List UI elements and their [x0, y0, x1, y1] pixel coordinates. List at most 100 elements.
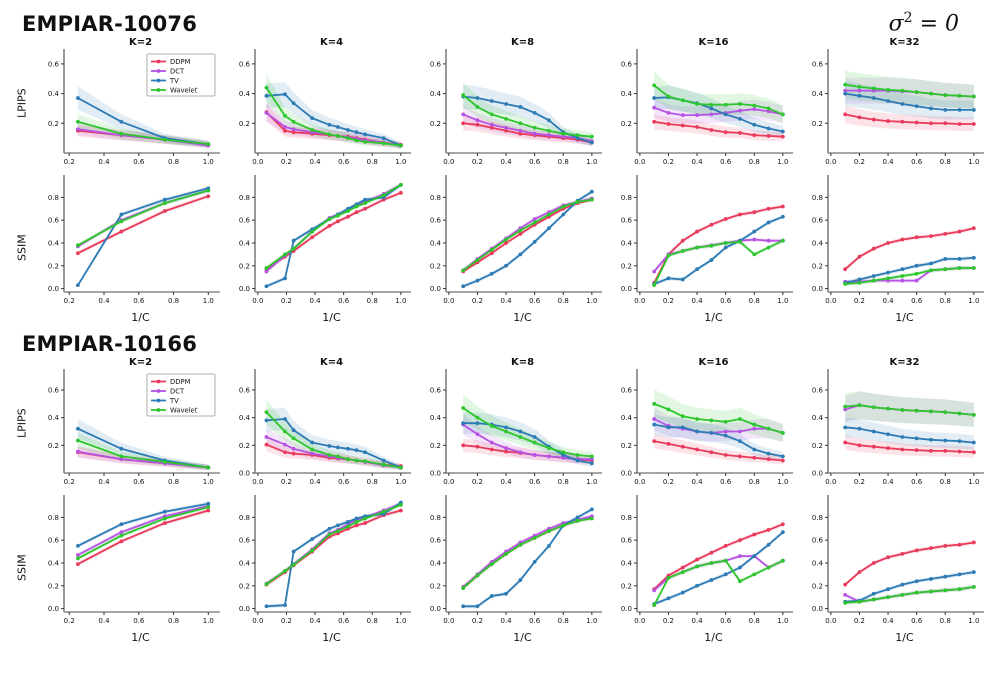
- svg-text:1/C: 1/C: [322, 631, 341, 644]
- svg-text:1.0: 1.0: [203, 478, 214, 486]
- svg-text:0.0: 0.0: [812, 470, 823, 478]
- svg-text:0.4: 0.4: [430, 240, 442, 248]
- svg-text:0.4: 0.4: [309, 617, 321, 625]
- svg-text:1.0: 1.0: [777, 158, 788, 166]
- svg-text:0.4: 0.4: [309, 158, 321, 166]
- svg-text:K=8: K=8: [511, 37, 534, 48]
- ylabel-lpips-2: LPIPS: [15, 409, 29, 439]
- row-10166-ssim: SSIM 0.0 0.2 0.4 0.6 0.8 0.2 0.4 0.6 0.8 1.0 1/C 0.…: [12, 491, 989, 644]
- svg-text:0.6: 0.6: [239, 217, 251, 225]
- svg-text:0.8: 0.8: [940, 158, 951, 166]
- svg-text:0.2: 0.2: [239, 263, 250, 271]
- svg-text:0.6: 0.6: [48, 217, 60, 225]
- svg-text:0.0: 0.0: [252, 617, 263, 625]
- svg-text:0.2: 0.2: [64, 478, 75, 486]
- svg-text:K=2: K=2: [129, 37, 152, 48]
- svg-text:0.6: 0.6: [529, 158, 541, 166]
- svg-text:0.8: 0.8: [812, 194, 823, 202]
- chart-EMPIAR-10076-SSIM: 0.0 0.2 0.4 0.6 0.8 0.0 0.2 0.4 0.6 0.8 1.0 1/C: [812, 175, 984, 324]
- section-title-10076: EMPIAR-10076: [22, 12, 198, 36]
- svg-text:1/C: 1/C: [131, 631, 150, 644]
- svg-text:0.2: 0.2: [64, 297, 75, 305]
- sigma-label: σ2 = 0: [889, 10, 979, 36]
- svg-text:0.2: 0.2: [430, 442, 441, 450]
- svg-text:0.6: 0.6: [720, 478, 732, 486]
- svg-text:0.0: 0.0: [443, 478, 454, 486]
- sigma-exponent: 2: [903, 10, 913, 26]
- chart-EMPIAR-10166-SSIM: 0.0 0.2 0.4 0.6 0.8 0.0 0.2 0.4 0.6 0.8 1.0 1/C: [812, 495, 984, 644]
- svg-text:1.0: 1.0: [586, 158, 597, 166]
- svg-text:0.8: 0.8: [940, 617, 951, 625]
- svg-text:0.2: 0.2: [854, 158, 865, 166]
- svg-text:TV: TV: [169, 77, 179, 85]
- chart-EMPIAR-10076-LPIPS-K=32: K=32 0.2 0.4 0.6 0.0 0.2 0.4 0.6 0.8 1.0: [812, 37, 984, 166]
- svg-text:0.2: 0.2: [64, 158, 75, 166]
- svg-text:0.4: 0.4: [239, 414, 251, 422]
- svg-text:0.2: 0.2: [663, 478, 674, 486]
- svg-text:0.4: 0.4: [98, 297, 110, 305]
- svg-text:0.6: 0.6: [911, 297, 923, 305]
- svg-text:1/C: 1/C: [704, 631, 723, 644]
- svg-text:1/C: 1/C: [704, 311, 723, 324]
- svg-text:0.4: 0.4: [98, 478, 110, 486]
- svg-text:0.6: 0.6: [48, 61, 60, 69]
- svg-text:0.6: 0.6: [529, 297, 541, 305]
- svg-text:0.0: 0.0: [252, 297, 263, 305]
- charts-10076-ssim: 0.0 0.2 0.4 0.6 0.8 0.2 0.4 0.6 0.8 1.0 1/C 0.0 0.2 0…: [32, 171, 989, 324]
- svg-text:K=4: K=4: [320, 357, 343, 368]
- svg-text:0.2: 0.2: [281, 478, 292, 486]
- svg-text:0.4: 0.4: [812, 240, 824, 248]
- svg-text:0.6: 0.6: [239, 387, 251, 395]
- svg-text:0.8: 0.8: [168, 478, 179, 486]
- svg-text:0.6: 0.6: [911, 478, 923, 486]
- chart-EMPIAR-10166-SSIM: 0.0 0.2 0.4 0.6 0.8 0.0 0.2 0.4 0.6 0.8 1.0 1/C: [621, 495, 793, 644]
- svg-text:0.8: 0.8: [430, 194, 441, 202]
- svg-text:1/C: 1/C: [131, 311, 150, 324]
- svg-text:0.4: 0.4: [430, 414, 442, 422]
- svg-text:0.2: 0.2: [430, 263, 441, 271]
- svg-text:K=16: K=16: [698, 357, 728, 368]
- svg-text:0.2: 0.2: [281, 617, 292, 625]
- svg-text:1.0: 1.0: [203, 617, 214, 625]
- chart-EMPIAR-10166-LPIPS-K=32: K=32 0.0 0.2 0.4 0.6 0.0 0.2 0.4 0.6 0.8 1.0: [812, 357, 984, 486]
- ylabel-lpips: LPIPS: [15, 89, 29, 119]
- svg-text:1/C: 1/C: [513, 631, 532, 644]
- svg-text:1.0: 1.0: [586, 478, 597, 486]
- svg-text:0.2: 0.2: [239, 442, 250, 450]
- svg-text:K=4: K=4: [320, 37, 343, 48]
- chart-EMPIAR-10076-LPIPS-K=8: K=8 0.2 0.4 0.6 0.0 0.2 0.4 0.6 0.8 1.0: [430, 37, 602, 166]
- svg-text:0.6: 0.6: [338, 478, 350, 486]
- svg-text:0.4: 0.4: [500, 158, 512, 166]
- svg-text:0.8: 0.8: [48, 514, 59, 522]
- svg-text:0.0: 0.0: [48, 605, 59, 613]
- svg-text:0.8: 0.8: [621, 514, 632, 522]
- svg-text:K=16: K=16: [698, 37, 728, 48]
- svg-text:1/C: 1/C: [895, 631, 914, 644]
- svg-text:0.4: 0.4: [882, 297, 894, 305]
- section-header-10076: EMPIAR-10076 σ2 = 0: [10, 10, 989, 36]
- svg-text:0.6: 0.6: [911, 617, 923, 625]
- svg-text:0.6: 0.6: [812, 537, 824, 545]
- svg-text:0.8: 0.8: [558, 478, 569, 486]
- svg-text:0.0: 0.0: [443, 297, 454, 305]
- svg-text:1.0: 1.0: [586, 617, 597, 625]
- svg-text:1.0: 1.0: [395, 478, 406, 486]
- svg-text:0.4: 0.4: [812, 560, 824, 568]
- svg-text:0.4: 0.4: [500, 297, 512, 305]
- sigma-value: = 0: [912, 11, 959, 37]
- svg-text:0.0: 0.0: [430, 605, 441, 613]
- svg-text:0.8: 0.8: [621, 194, 632, 202]
- svg-text:1.0: 1.0: [777, 478, 788, 486]
- svg-text:K=32: K=32: [889, 357, 919, 368]
- svg-text:0.4: 0.4: [239, 90, 251, 98]
- svg-text:0.8: 0.8: [749, 617, 760, 625]
- svg-text:0.6: 0.6: [812, 61, 824, 69]
- svg-text:0.2: 0.2: [48, 442, 59, 450]
- svg-text:0.0: 0.0: [239, 470, 250, 478]
- svg-text:0.4: 0.4: [309, 297, 321, 305]
- chart-EMPIAR-10076-LPIPS-K=4: K=4 0.2 0.4 0.6 0.0 0.2 0.4 0.6 0.8 1.0: [239, 37, 411, 166]
- svg-text:0.6: 0.6: [529, 617, 541, 625]
- svg-text:0.8: 0.8: [367, 478, 378, 486]
